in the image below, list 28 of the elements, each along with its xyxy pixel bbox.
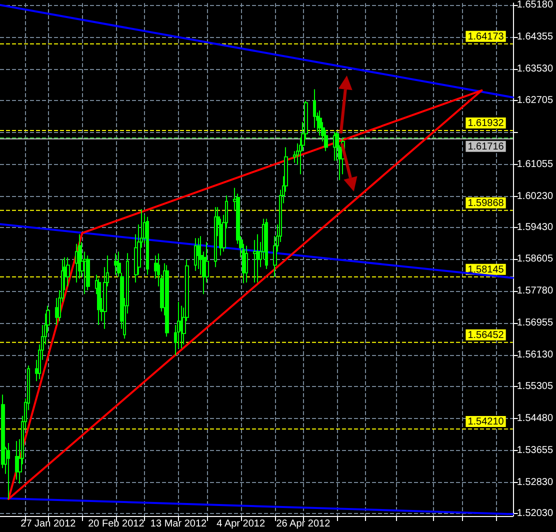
x-tick-label: 13 Mar 2012 [150,518,208,530]
y-tick-label: 1.62705 [516,95,554,106]
ref-line-label: 1.58145 [468,264,504,276]
y-tick-label: 1.60230 [516,190,554,202]
x-tick-label: 4 Apr 2012 [216,518,266,530]
y-tick-label: 1.64355 [516,31,554,42]
x-tick-label: 26 Apr 2012 [276,518,331,530]
y-tick-label: 1.52030 [516,508,554,519]
y-tick-label: 1.57780 [516,286,554,297]
y-tick-label: 1.63530 [516,63,554,74]
y-tick-label: 1.58605 [516,254,554,265]
ref-line-label: 1.61716 [468,141,504,152]
y-tick-label: 1.61055 [516,158,554,170]
ref-line-label: 1.64173 [468,31,504,42]
y-tick-label: 1.56955 [516,317,554,328]
y-tick-label: 1.59430 [516,222,554,233]
y-tick-label: 1.55305 [516,381,554,392]
y-tick-label: 1.54480 [516,413,554,424]
x-tick-label: 20 Feb 2012 [88,518,145,530]
y-tick-label: 1.53655 [516,444,554,456]
y-tick-label: 1.65180 [516,0,554,10]
ref-line-label: 1.59868 [468,198,504,209]
y-tick-label: 1.52830 [516,476,554,488]
x-tick-label: 27 Jan 2012 [20,518,76,530]
ref-line-label: 1.56452 [468,330,504,341]
ref-line-label: 1.54210 [468,416,504,428]
y-tick-label: 1.56130 [516,349,554,360]
ref-line-label: 1.61932 [468,118,504,130]
